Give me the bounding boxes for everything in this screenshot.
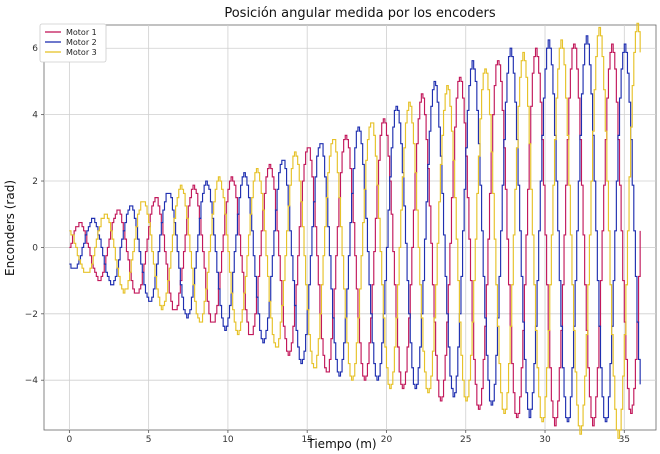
x-tick-label: 10 — [222, 435, 234, 445]
y-axis-label: Enconders (rad) — [3, 180, 17, 276]
y-tick-label: 0 — [32, 243, 38, 253]
legend-label-motor-2: Motor 2 — [66, 38, 97, 47]
series-group — [69, 22, 641, 439]
x-axis-ticks: 0 5 10 15 20 25 30 35 — [67, 430, 630, 445]
series-line-motor-3 — [69, 22, 641, 439]
x-tick-label: 20 — [381, 435, 393, 445]
x-tick-label: 25 — [460, 435, 471, 445]
y-tick-label: 4 — [32, 111, 38, 121]
legend: Motor 1 Motor 2 Motor 3 — [39, 23, 107, 63]
chart-title: Posición angular medida por los encoders — [224, 6, 496, 21]
series-line-motor-2 — [69, 35, 641, 423]
y-tick-label: 6 — [32, 44, 38, 54]
y-tick-label: 2 — [32, 177, 38, 187]
legend-label-motor-1: Motor 1 — [66, 28, 97, 37]
x-tick-label: 30 — [539, 435, 551, 445]
x-tick-label: 5 — [146, 435, 152, 445]
x-axis-label: Tiempo (m) — [306, 437, 376, 451]
grid — [44, 25, 656, 430]
x-tick-label: 0 — [67, 435, 73, 445]
x-tick-label: 35 — [619, 435, 630, 445]
legend-label-motor-3: Motor 3 — [66, 48, 97, 57]
y-tick-label: −4 — [25, 376, 39, 386]
x-tick-label: 15 — [301, 435, 312, 445]
y-axis-ticks: −4 −2 0 2 4 6 — [25, 44, 44, 386]
y-tick-label: −2 — [25, 310, 38, 320]
